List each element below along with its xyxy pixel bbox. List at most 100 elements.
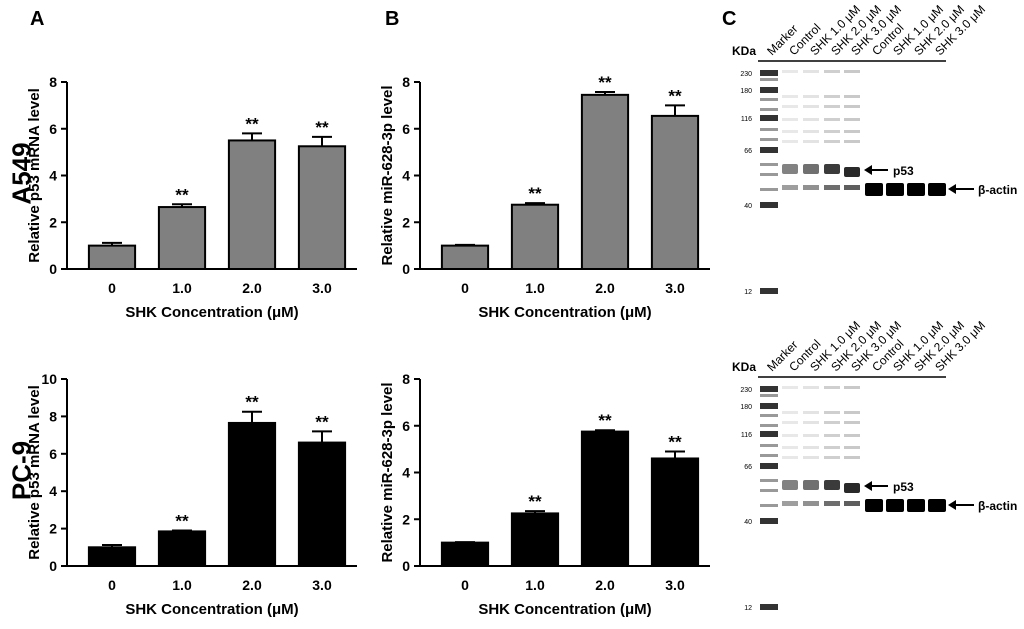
kda-tick-label: 12	[744, 289, 752, 296]
y-tick-label: 0	[49, 261, 57, 277]
significance-label: **	[598, 411, 612, 430]
marker-band-faint	[760, 98, 778, 101]
lane-smear	[824, 130, 840, 133]
lane-smear	[803, 95, 819, 98]
lane-smear	[824, 70, 840, 73]
panel-letter-a: A	[30, 8, 45, 30]
lane-smear	[824, 421, 840, 424]
y-tick-label: 8	[49, 408, 57, 424]
y-tick-label: 2	[402, 511, 410, 527]
lane-smear	[782, 140, 798, 143]
lane-smear	[782, 70, 798, 73]
p53-band	[803, 164, 819, 174]
y-tick-label: 0	[49, 558, 57, 574]
lane-smear	[803, 446, 819, 449]
kda-tick-label: 230	[740, 71, 752, 78]
y-axis-title: Relative miR-628-3p level	[379, 85, 396, 265]
p53-band	[824, 480, 840, 490]
bar-1.0	[510, 203, 560, 270]
bar-3.0	[650, 114, 700, 270]
y-tick-label: 0	[402, 558, 410, 574]
lane-smear	[782, 386, 798, 389]
x-axis-title: SHK Concentration (μM)	[478, 304, 651, 321]
x-axis-title: SHK Concentration (μM)	[478, 601, 651, 618]
actin-band	[928, 499, 946, 512]
y-tick-label: 8	[49, 74, 57, 90]
marker-band	[760, 147, 778, 153]
p53-arrow-icon	[864, 165, 872, 175]
kda-tick-label: 230	[740, 387, 752, 394]
x-tick-label: 2.0	[242, 280, 262, 296]
kda-tick-label: 66	[744, 464, 752, 471]
marker-band-faint	[760, 163, 778, 166]
bar-2.0	[227, 139, 277, 270]
marker-band-faint	[760, 444, 778, 447]
bar-1.0	[157, 530, 207, 568]
lane-smear	[844, 95, 860, 98]
actin-label: β-actin	[978, 499, 1017, 513]
significance-label: **	[175, 511, 189, 530]
kda-tick-label: 116	[741, 116, 752, 123]
actin-band	[907, 499, 925, 512]
lane-smear	[803, 421, 819, 424]
actin-arrow-icon	[948, 500, 956, 510]
p53-band	[803, 480, 819, 490]
y-tick-label: 6	[402, 121, 410, 137]
lane-band-lower	[844, 185, 860, 190]
lane-smear	[803, 456, 819, 459]
actin-label: β-actin	[978, 183, 1017, 197]
p53-band	[782, 480, 798, 490]
lane-smear	[844, 105, 860, 108]
marker-band	[760, 288, 778, 294]
significance-label: **	[175, 185, 189, 204]
marker-band-faint	[760, 394, 778, 397]
lane-smear	[803, 130, 819, 133]
x-tick-label: 3.0	[312, 577, 332, 593]
actin-band	[865, 499, 883, 512]
panel-letter-c: C	[722, 8, 737, 30]
bar-3.0	[650, 457, 700, 568]
y-axis-title: Relative p53 mRNA level	[26, 88, 43, 263]
x-tick-label: 2.0	[242, 577, 262, 593]
marker-band-faint	[760, 414, 778, 417]
y-tick-label: 2	[49, 521, 57, 537]
y-tick-label: 6	[49, 121, 57, 137]
actin-arrow-icon	[948, 184, 956, 194]
lane-smear	[782, 105, 798, 108]
bar-2.0	[580, 93, 630, 270]
actin-band	[907, 183, 925, 196]
significance-label: **	[245, 393, 259, 412]
marker-band-faint	[760, 108, 778, 111]
p53-band	[824, 164, 840, 174]
kda-title: KDa	[732, 44, 756, 58]
significance-label: **	[598, 73, 612, 92]
marker-band	[760, 403, 778, 409]
actin-band	[865, 183, 883, 196]
lane-smear	[782, 411, 798, 414]
x-tick-label: 1.0	[172, 577, 192, 593]
significance-label: **	[245, 114, 259, 133]
lane-smear	[844, 118, 860, 121]
significance-label: **	[528, 184, 542, 203]
x-tick-label: 1.0	[525, 280, 545, 296]
lane-smear	[844, 411, 860, 414]
x-tick-label: 0	[461, 280, 469, 296]
kda-tick-label: 12	[744, 605, 752, 612]
marker-band-faint	[760, 424, 778, 427]
lane-band-lower	[844, 501, 860, 506]
y-tick-label: 4	[49, 168, 57, 184]
lane-smear	[803, 118, 819, 121]
lane-smear	[824, 140, 840, 143]
p53-band	[844, 167, 860, 177]
lane-smear	[782, 434, 798, 437]
kda-tick-label: 66	[744, 148, 752, 155]
marker-band-faint	[760, 78, 778, 81]
y-tick-label: 8	[402, 371, 410, 387]
p53-label: p53	[893, 164, 914, 178]
actin-band	[928, 183, 946, 196]
kda-tick-label: 180	[740, 88, 752, 95]
actin-band	[886, 183, 904, 196]
marker-band	[760, 202, 778, 208]
